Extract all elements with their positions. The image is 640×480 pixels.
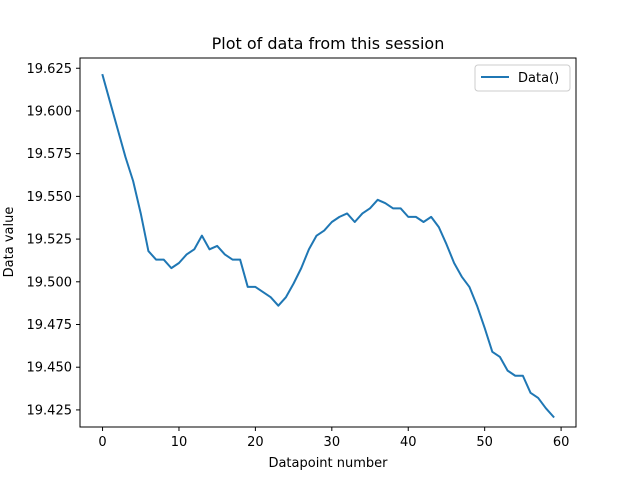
chart-title: Plot of data from this session (212, 34, 445, 53)
y-tick-label: 19.600 (27, 104, 73, 119)
x-axis-label: Datapoint number (268, 456, 388, 471)
y-tick-label: 19.425 (27, 403, 73, 418)
y-tick-label: 19.475 (27, 318, 73, 333)
x-tick-label: 50 (476, 435, 493, 450)
plot-frame (79, 57, 577, 428)
legend-label: Data() (518, 71, 559, 86)
legend-box (474, 64, 571, 92)
axis-ticks: 0 10 20 30 40 50 60 19.425 19.450 19.475 19.500 19.… (27, 62, 570, 450)
y-tick-label: 19.550 (27, 190, 73, 205)
y-axis-label: Data value (2, 207, 17, 278)
x-tick-label: 40 (400, 435, 417, 450)
x-tick-label: 60 (553, 435, 570, 450)
legend: Data() (474, 64, 571, 92)
y-tick-label: 19.500 (27, 275, 73, 290)
y-tick-label: 19.450 (27, 361, 73, 376)
y-tick-label: 19.525 (27, 233, 73, 248)
y-tick-label: 19.575 (27, 147, 73, 162)
x-tick-label: 0 (98, 435, 106, 450)
x-tick-label: 10 (171, 435, 188, 450)
x-tick-label: 30 (324, 435, 341, 450)
x-tick-label: 20 (247, 435, 264, 450)
plot-area (101, 73, 555, 419)
y-tick-label: 19.625 (27, 62, 73, 77)
series-line-data (101, 73, 555, 419)
